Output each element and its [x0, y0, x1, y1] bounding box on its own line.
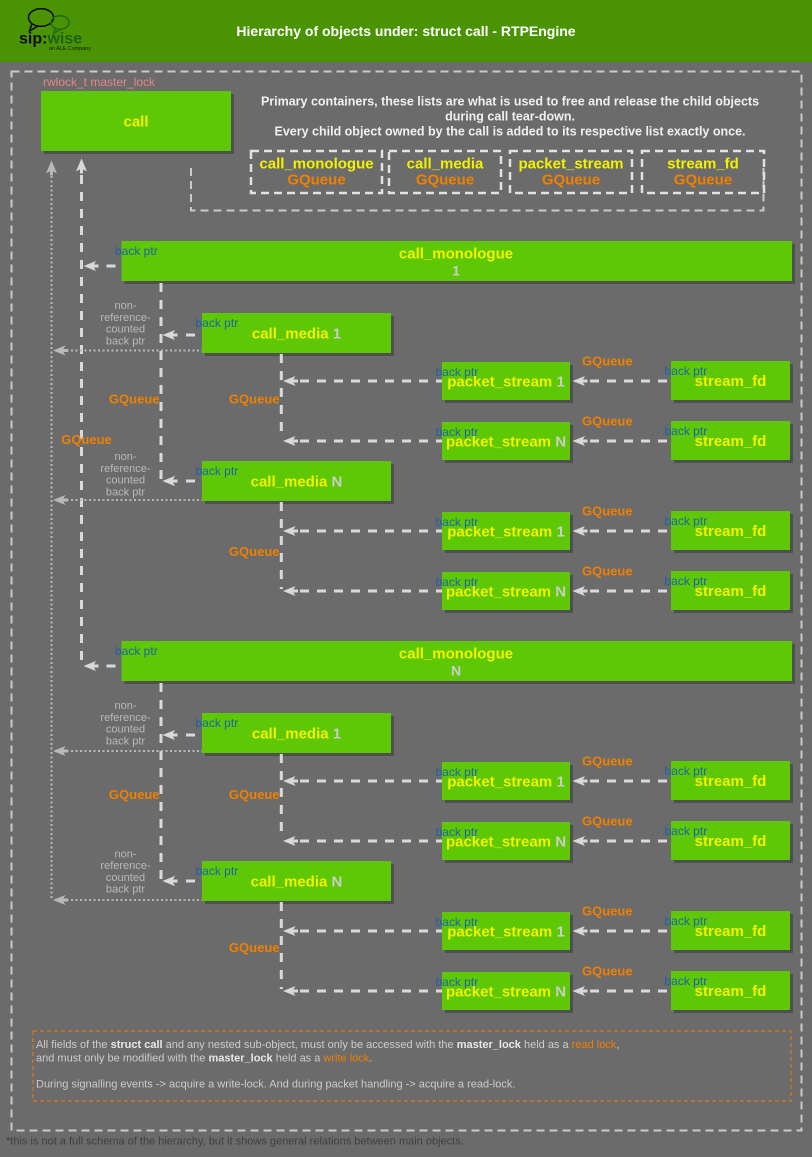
svg-text:back ptr: back ptr [436, 915, 479, 929]
svg-text:GQueue: GQueue [542, 172, 600, 189]
svg-text:call_monologue: call_monologue [399, 646, 513, 663]
svg-text:GQueue: GQueue [287, 172, 345, 189]
svg-text:GQueue: GQueue [582, 504, 633, 519]
svg-text:Primary containers, these list: Primary containers, these lists are what… [261, 95, 759, 109]
svg-text:call_monologue: call_monologue [259, 156, 373, 173]
svg-text:packet_stream 1: packet_stream 1 [447, 924, 565, 941]
svg-text:GQueue: GQueue [582, 904, 633, 919]
svg-text:GQueue: GQueue [61, 432, 112, 447]
svg-text:back ptr: back ptr [196, 864, 239, 878]
svg-text:GQueue: GQueue [582, 964, 633, 979]
svg-text:back ptr: back ptr [106, 884, 145, 896]
svg-text:back ptr: back ptr [436, 975, 479, 989]
svg-text:GQueue: GQueue [229, 787, 280, 802]
svg-text:back ptr: back ptr [196, 464, 239, 478]
svg-text:back ptr: back ptr [665, 914, 708, 928]
svg-text:counted: counted [106, 724, 145, 736]
svg-text:back ptr: back ptr [665, 364, 708, 378]
svg-text:back ptr: back ptr [436, 765, 479, 779]
svg-text:*this is not a full schema of: *this is not a full schema of the hierar… [6, 1136, 464, 1148]
svg-text:GQueue: GQueue [109, 787, 160, 802]
svg-text:back ptr: back ptr [115, 244, 158, 258]
svg-text:GQueue: GQueue [674, 172, 732, 189]
svg-text:stream_fd: stream_fd [695, 983, 767, 1000]
svg-text:back ptr: back ptr [196, 316, 239, 330]
svg-text:GQueue: GQueue [582, 564, 633, 579]
svg-text:reference-: reference- [100, 312, 150, 324]
svg-text:packet_stream 1: packet_stream 1 [447, 774, 565, 791]
svg-text:reference-: reference- [100, 860, 150, 872]
svg-text:during call tear-down.: during call tear-down. [445, 110, 575, 124]
svg-text:back ptr: back ptr [665, 514, 708, 528]
svg-text:reference-: reference- [100, 463, 150, 475]
svg-text:back ptr: back ptr [106, 735, 145, 747]
svg-text:non-: non- [114, 700, 136, 712]
svg-text:back ptr: back ptr [436, 575, 479, 589]
svg-text:stream_fd: stream_fd [695, 373, 767, 390]
svg-text:rwlock_t master_lock: rwlock_t master_lock [43, 75, 156, 89]
svg-text:back ptr: back ptr [196, 716, 239, 730]
svg-text:packet_stream 1: packet_stream 1 [447, 524, 565, 541]
svg-text:back ptr: back ptr [436, 825, 479, 839]
svg-text:GQueue: GQueue [109, 392, 160, 407]
svg-text:stream_fd: stream_fd [695, 773, 767, 790]
svg-text:back ptr: back ptr [665, 764, 708, 778]
svg-text:stream_fd: stream_fd [667, 156, 739, 173]
svg-text:back ptr: back ptr [665, 424, 708, 438]
svg-text:packet_stream N: packet_stream N [446, 834, 566, 851]
svg-text:GQueue: GQueue [582, 814, 633, 829]
svg-text:non-: non- [114, 848, 136, 860]
svg-text:stream_fd: stream_fd [695, 433, 767, 450]
svg-text:counted: counted [106, 872, 145, 884]
svg-text:counted: counted [106, 475, 145, 487]
svg-text:back ptr: back ptr [106, 486, 145, 498]
svg-text:back ptr: back ptr [436, 515, 479, 529]
svg-text:counted: counted [106, 324, 145, 336]
svg-text:During signalling events -> ac: During signalling events -> acquire a wr… [36, 1079, 515, 1091]
svg-text:call_media 1: call_media 1 [252, 326, 341, 343]
svg-text:GQueue: GQueue [416, 172, 474, 189]
svg-text:reference-: reference- [100, 712, 150, 724]
svg-text:stream_fd: stream_fd [695, 833, 767, 850]
svg-text:stream_fd: stream_fd [695, 583, 767, 600]
svg-text:GQueue: GQueue [229, 392, 280, 407]
svg-text:1: 1 [452, 263, 460, 279]
svg-text:All fields of the struct call: All fields of the struct call and any ne… [36, 1039, 619, 1051]
svg-text:GQueue: GQueue [582, 354, 633, 369]
svg-text:back ptr: back ptr [436, 365, 479, 379]
svg-text:packet_stream N: packet_stream N [446, 584, 566, 601]
svg-text:call_media 1: call_media 1 [252, 726, 341, 743]
svg-text:N: N [451, 663, 461, 679]
svg-text:call_media N: call_media N [251, 474, 343, 491]
svg-text:non-: non- [114, 300, 136, 312]
svg-text:Every child object owned by th: Every child object owned by the call is … [275, 125, 746, 139]
svg-text:an ALE Company: an ALE Company [49, 46, 91, 52]
svg-text:GQueue: GQueue [582, 414, 633, 429]
svg-text:and must only be modified with: and must only be modified with the maste… [36, 1053, 372, 1065]
svg-text:non-: non- [114, 451, 136, 463]
svg-text:packet_stream 1: packet_stream 1 [447, 374, 565, 391]
svg-text:back ptr: back ptr [106, 335, 145, 347]
svg-text:back ptr: back ptr [665, 574, 708, 588]
svg-text:sip:wise: sip:wise [19, 31, 82, 48]
svg-text:packet_stream: packet_stream [518, 156, 623, 173]
svg-text:packet_stream N: packet_stream N [446, 434, 566, 451]
svg-text:call_media: call_media [407, 156, 484, 173]
svg-text:GQueue: GQueue [229, 544, 280, 559]
svg-text:call: call [123, 114, 148, 131]
svg-text:GQueue: GQueue [582, 754, 633, 769]
svg-text:call_monologue: call_monologue [399, 246, 513, 263]
svg-text:Hierarchy of objects under: st: Hierarchy of objects under: struct call … [236, 23, 575, 39]
svg-text:call_media N: call_media N [251, 874, 343, 891]
svg-text:GQueue: GQueue [229, 940, 280, 955]
svg-text:back ptr: back ptr [436, 425, 479, 439]
svg-text:back ptr: back ptr [665, 974, 708, 988]
svg-text:back ptr: back ptr [665, 824, 708, 838]
svg-text:back ptr: back ptr [115, 644, 158, 658]
svg-text:stream_fd: stream_fd [695, 923, 767, 940]
svg-text:packet_stream N: packet_stream N [446, 984, 566, 1001]
svg-text:stream_fd: stream_fd [695, 523, 767, 540]
